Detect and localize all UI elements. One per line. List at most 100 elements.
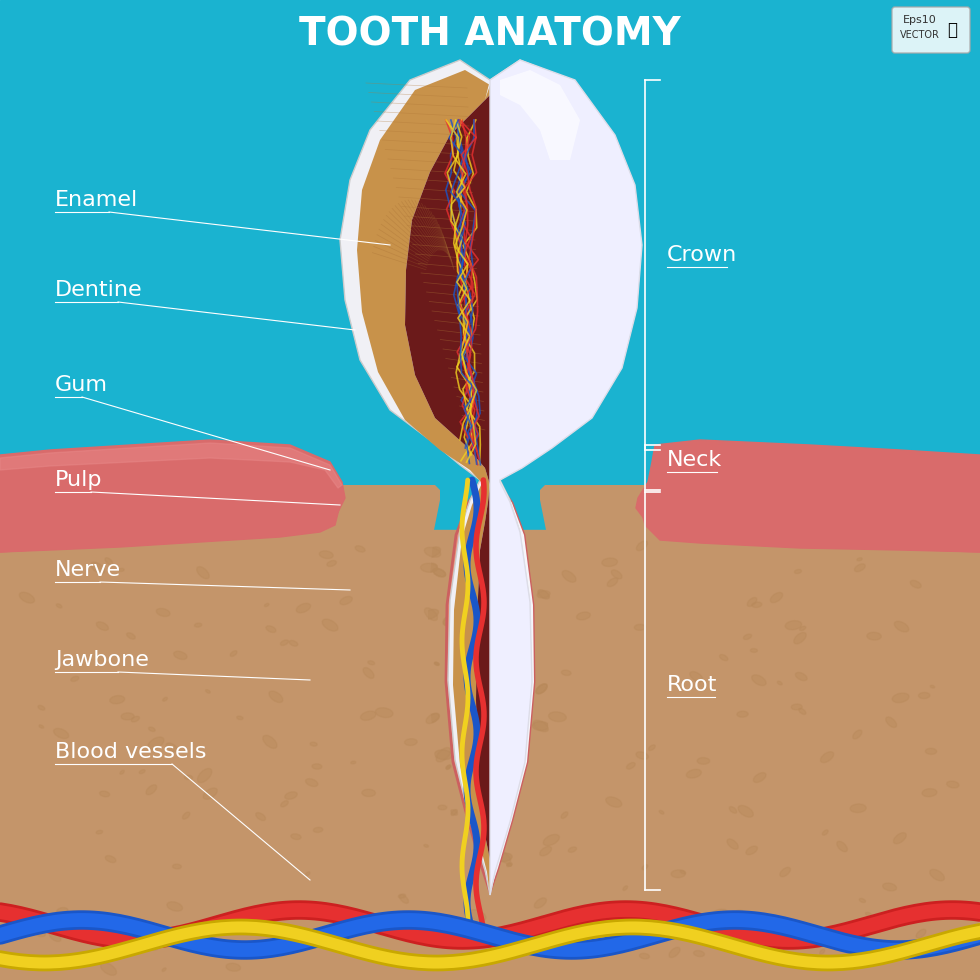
Ellipse shape [636, 752, 649, 759]
Ellipse shape [280, 640, 288, 646]
Ellipse shape [131, 716, 139, 721]
Ellipse shape [607, 796, 620, 808]
Ellipse shape [480, 688, 488, 695]
Ellipse shape [97, 830, 102, 835]
Ellipse shape [163, 968, 166, 971]
Ellipse shape [57, 906, 68, 914]
Ellipse shape [563, 570, 576, 582]
Ellipse shape [573, 916, 577, 919]
Ellipse shape [737, 711, 748, 717]
Polygon shape [640, 455, 980, 552]
Ellipse shape [851, 804, 865, 813]
Polygon shape [0, 485, 980, 980]
Ellipse shape [172, 864, 181, 869]
Ellipse shape [195, 622, 201, 628]
Ellipse shape [157, 609, 170, 616]
Ellipse shape [463, 629, 471, 638]
Ellipse shape [399, 894, 406, 899]
Ellipse shape [669, 911, 686, 921]
Ellipse shape [540, 847, 552, 856]
Ellipse shape [606, 797, 621, 808]
Ellipse shape [460, 614, 465, 618]
Ellipse shape [470, 658, 476, 662]
Ellipse shape [534, 899, 547, 907]
Ellipse shape [182, 812, 190, 819]
Ellipse shape [146, 785, 157, 795]
Ellipse shape [857, 558, 862, 561]
Ellipse shape [194, 623, 202, 627]
Ellipse shape [660, 810, 663, 814]
Ellipse shape [56, 604, 62, 608]
Ellipse shape [867, 632, 881, 640]
Ellipse shape [263, 736, 277, 748]
Ellipse shape [405, 739, 417, 746]
Ellipse shape [139, 770, 145, 773]
Ellipse shape [237, 716, 243, 719]
Ellipse shape [364, 667, 374, 678]
Polygon shape [0, 440, 345, 552]
Ellipse shape [884, 882, 896, 893]
Ellipse shape [918, 693, 930, 699]
Ellipse shape [203, 788, 218, 800]
Ellipse shape [184, 775, 192, 780]
Text: Eps10: Eps10 [904, 15, 937, 25]
Ellipse shape [534, 898, 547, 908]
Ellipse shape [149, 727, 155, 731]
Ellipse shape [462, 630, 472, 637]
Ellipse shape [139, 769, 145, 773]
Ellipse shape [737, 711, 748, 717]
Ellipse shape [543, 834, 560, 846]
Ellipse shape [446, 765, 451, 769]
Ellipse shape [35, 930, 45, 937]
Ellipse shape [424, 845, 428, 847]
Ellipse shape [157, 609, 170, 616]
Polygon shape [485, 60, 640, 895]
Ellipse shape [57, 907, 68, 913]
Ellipse shape [642, 864, 648, 869]
Ellipse shape [819, 950, 824, 955]
Ellipse shape [167, 902, 182, 911]
Ellipse shape [110, 696, 124, 704]
Ellipse shape [289, 641, 298, 646]
Ellipse shape [655, 924, 669, 934]
Ellipse shape [795, 569, 802, 573]
Ellipse shape [105, 559, 114, 563]
Ellipse shape [640, 954, 650, 958]
Ellipse shape [54, 727, 68, 739]
Ellipse shape [735, 910, 744, 914]
Ellipse shape [672, 910, 678, 914]
Ellipse shape [636, 542, 649, 550]
Ellipse shape [256, 812, 266, 820]
Polygon shape [357, 70, 490, 895]
Ellipse shape [623, 886, 627, 891]
Ellipse shape [291, 834, 301, 840]
Ellipse shape [166, 744, 177, 751]
Ellipse shape [284, 792, 297, 799]
Text: TOOTH ANATOMY: TOOTH ANATOMY [299, 16, 681, 54]
Ellipse shape [255, 813, 267, 819]
Ellipse shape [711, 909, 728, 918]
Ellipse shape [643, 907, 654, 915]
Ellipse shape [327, 561, 336, 566]
Ellipse shape [752, 675, 766, 686]
Ellipse shape [895, 621, 908, 632]
Ellipse shape [126, 633, 135, 639]
Ellipse shape [91, 563, 105, 573]
Ellipse shape [266, 626, 276, 632]
Ellipse shape [311, 742, 317, 747]
Ellipse shape [853, 730, 861, 739]
Ellipse shape [451, 809, 458, 815]
Ellipse shape [265, 604, 270, 607]
Ellipse shape [659, 810, 664, 813]
Ellipse shape [351, 761, 356, 763]
Ellipse shape [148, 737, 164, 750]
Ellipse shape [146, 785, 157, 795]
Ellipse shape [459, 567, 464, 570]
Polygon shape [0, 450, 340, 552]
Ellipse shape [719, 655, 728, 661]
Ellipse shape [375, 708, 393, 717]
Ellipse shape [855, 564, 865, 571]
Ellipse shape [895, 621, 908, 632]
Ellipse shape [460, 613, 465, 618]
Ellipse shape [670, 911, 686, 921]
